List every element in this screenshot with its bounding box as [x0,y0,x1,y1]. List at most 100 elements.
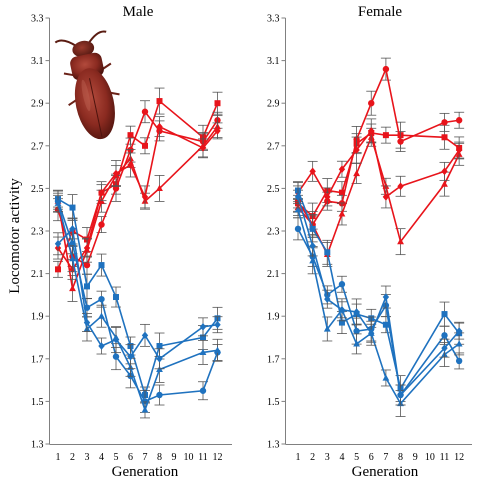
data-point [441,344,448,352]
data-point [141,331,149,340]
data-point [156,184,163,191]
data-point [214,320,221,329]
series-line [297,209,460,405]
data-point [353,340,360,347]
data-point [382,132,389,139]
y-tick-label: 2.1 [267,269,280,280]
series-down-diamond [53,218,223,370]
y-tick-label: 2.1 [31,269,44,280]
data-point [382,193,390,201]
x-tick-label: 9 [413,452,418,463]
x-tick-label: 2 [310,452,315,463]
x-tick-label: 3 [325,452,330,463]
data-point [113,294,119,301]
y-tick-label: 1.3 [267,440,280,451]
x-tick-label: 11 [198,452,208,463]
y-tick-label: 1.7 [31,354,44,365]
x-tick-label: 9 [172,452,177,463]
series-line [57,227,218,360]
x-tick-label: 2 [70,452,75,463]
series-down-triangle [53,194,223,419]
data-point [199,387,207,394]
series-line [297,132,460,218]
data-point [141,108,149,115]
series-down-triangle [293,201,465,417]
data-point [338,165,346,174]
data-point [127,352,134,361]
data-point [127,132,134,139]
y-tick-label: 1.5 [267,397,280,408]
data-point [338,210,346,217]
beetle-icon [54,30,120,140]
data-point [368,100,375,107]
x-tick-labels-female: 1 2 3 4 5 6 7 8 9 10 11 12 [296,452,465,463]
series-line [57,125,219,271]
data-point [127,161,134,169]
data-point [309,257,317,264]
data-point [397,182,404,191]
data-point [441,119,448,126]
x-tick-label: 4 [339,452,344,463]
y-tick-label: 1.9 [267,312,280,323]
data-point [294,193,302,201]
data-point [368,127,375,135]
y-tick-labels-male: 1.3 1.5 1.7 1.9 2.1 2.3 2.5 2.7 2.9 3.1 3.3 [31,14,50,451]
data-point [156,122,163,131]
data-point [441,134,448,141]
series-line [297,228,460,398]
series-up-triangle [53,115,223,302]
panel-female: Female 1.3 1.5 1.7 1.9 2.1 2.3 2.5 2.7 2.9 3.1 3.3… [267,4,472,480]
data-point [112,353,120,360]
data-point [156,343,163,350]
y-tick-label: 2.3 [267,227,280,238]
x-tick-label: 10 [425,452,435,463]
data-point [214,127,221,135]
data-point [338,281,346,288]
data-point [69,284,76,292]
y-tick-label: 2.3 [31,227,44,238]
data-point [214,346,221,353]
x-tick-label: 5 [354,452,359,463]
y-tick-label: 2.7 [31,141,44,152]
series-down-circle [293,217,465,406]
data-point [338,189,345,196]
data-point [455,340,463,347]
data-point [294,225,302,233]
data-point [55,266,61,273]
data-point [200,334,206,341]
series-down-square [53,190,223,404]
x-axis-title-female: Generation [352,464,419,480]
data-point [309,225,316,232]
x-tick-label: 7 [383,452,388,463]
x-tick-label: 3 [85,452,90,463]
data-point [441,167,448,176]
data-point [338,319,345,326]
data-point [199,348,207,356]
series-line [297,134,460,257]
x-tick-label: 10 [184,452,194,463]
data-point [199,144,207,152]
data-point [156,98,163,105]
series-line [57,99,219,270]
x-tick-label: 8 [157,452,162,463]
y-tick-label: 2.5 [31,184,44,195]
data-point [98,221,105,228]
y-tick-label: 2.7 [267,141,280,152]
panel-title-male: Male [123,4,154,20]
x-tick-label: 6 [369,452,374,463]
y-tick-label: 1.5 [31,397,44,408]
series-up-circle [293,57,465,236]
data-point [156,391,163,399]
data-point [397,238,404,245]
panel-title-female: Female [358,4,402,20]
series-line [297,66,460,227]
data-point [323,325,331,332]
x-tick-label: 6 [128,452,133,463]
data-point [382,65,390,73]
x-tick-label: 8 [398,452,403,463]
series-line [297,190,460,391]
data-point [83,261,91,269]
series-down-circle [53,189,223,413]
x-tick-label: 1 [56,452,61,463]
y-tick-label: 3.1 [267,56,280,67]
